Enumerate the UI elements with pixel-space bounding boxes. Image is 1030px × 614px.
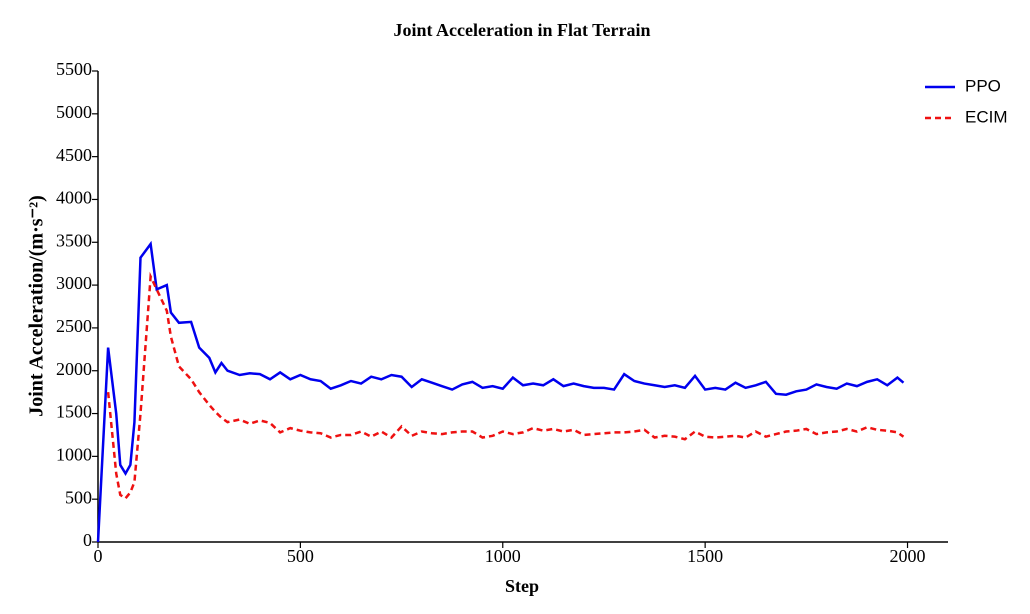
y-tick-label: 4000 <box>56 188 92 208</box>
x-tick-label: 1500 <box>687 546 723 566</box>
y-tick-label: 3500 <box>56 230 92 250</box>
x-tick-label: 500 <box>287 546 314 566</box>
x-tick-label: 0 <box>94 546 103 566</box>
legend-label: ECIM <box>965 107 1008 126</box>
y-tick-label: 2500 <box>56 316 92 336</box>
x-axis-label: Step <box>505 576 539 596</box>
y-tick-label: 1000 <box>56 444 92 464</box>
y-tick-label: 1500 <box>56 402 92 422</box>
y-tick-label: 4500 <box>56 145 92 165</box>
y-tick-label: 3000 <box>56 273 92 293</box>
y-tick-label: 0 <box>83 530 92 550</box>
data-line <box>96 240 905 543</box>
x-tick-label: 1000 <box>485 546 521 566</box>
data-line <box>106 271 905 500</box>
y-tick-label: 5500 <box>56 59 92 79</box>
y-tick-label: 2000 <box>56 359 92 379</box>
y-axis-label: Joint Acceleration/(m·s⁻²) <box>26 195 48 417</box>
y-tick-label: 5000 <box>56 102 92 122</box>
legend-label: PPO <box>965 76 1001 95</box>
chart-title: Joint Acceleration in Flat Terrain <box>394 20 651 40</box>
x-tick-label: 2000 <box>890 546 926 566</box>
y-tick-label: 500 <box>65 487 92 507</box>
